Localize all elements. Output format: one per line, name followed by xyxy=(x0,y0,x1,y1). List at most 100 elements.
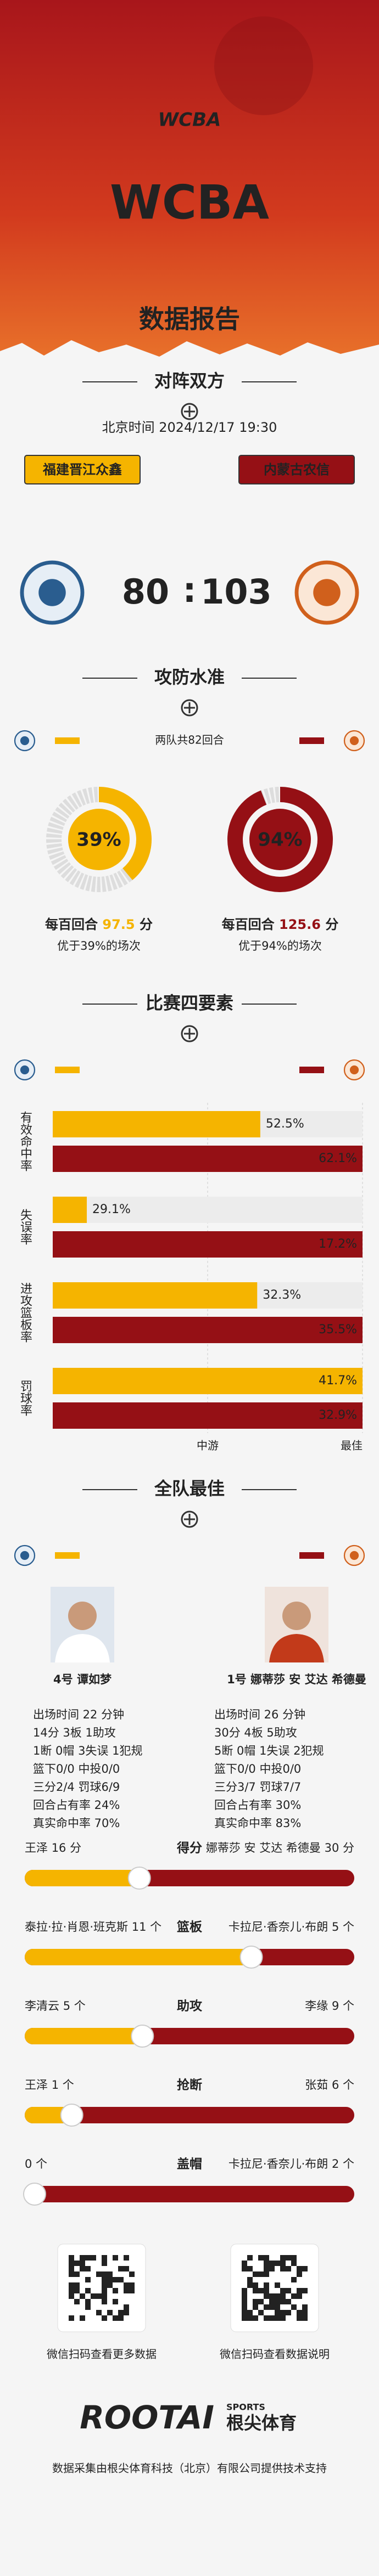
qr-module xyxy=(74,2299,80,2304)
leader-home-value: 0 个 xyxy=(25,2157,47,2171)
title: WCBA xyxy=(110,175,270,230)
match-time: 北京时间 2024/12/17 19:30 xyxy=(102,420,277,435)
player-stat: 三分2/4 罚球6/9 xyxy=(33,1780,120,1794)
player-body xyxy=(269,1634,324,1662)
leader-away: 李缘 9 个 xyxy=(305,1999,354,2013)
qr-module xyxy=(280,2266,286,2271)
qr-module xyxy=(269,2293,275,2299)
leader-home: 泰拉·拉·肖恩·班克斯 11 个 xyxy=(25,1920,161,1934)
leader-knob xyxy=(239,1946,263,1969)
qr-module xyxy=(85,2299,91,2304)
leader-away-player: 张茹 xyxy=(305,2078,328,2092)
qr-module xyxy=(247,2315,253,2321)
qr-module xyxy=(286,2299,291,2304)
qr-module xyxy=(69,2266,74,2271)
qr-module xyxy=(280,2261,286,2266)
leader-knob xyxy=(127,1867,151,1890)
qr-module xyxy=(102,2282,107,2288)
qr-module xyxy=(107,2282,113,2288)
qr-module xyxy=(80,2266,85,2271)
leader-home: 王泽 1 个 xyxy=(25,2078,74,2092)
qr-module xyxy=(291,2293,297,2299)
logo-inner xyxy=(349,1551,359,1560)
qr-module xyxy=(253,2271,258,2277)
qr-module xyxy=(280,2255,286,2261)
qr-caption: 微信扫码查看数据说明 xyxy=(220,2348,330,2361)
factor-value: 32.9% xyxy=(319,1408,357,1422)
factor-bar xyxy=(53,1402,363,1429)
leader-stat: 得分 xyxy=(176,1841,202,1856)
factor-bar xyxy=(53,1368,363,1394)
factor-value: 62.1% xyxy=(319,1152,357,1165)
player-name: 1号 娜蒂莎 安 艾达 希德曼 xyxy=(227,1673,366,1686)
qr-module xyxy=(102,2277,107,2282)
qr-module xyxy=(124,2266,129,2271)
qr-module xyxy=(297,2266,302,2271)
qr-module xyxy=(297,2315,302,2321)
rating-value: 97.5 xyxy=(102,917,135,932)
leader-away-player: 卡拉尼·香奈儿·布朗 xyxy=(228,1920,328,1934)
factor-bar xyxy=(53,1146,363,1172)
logo-inner xyxy=(20,1551,30,1560)
home-score: 80 xyxy=(122,572,169,612)
qr-module xyxy=(69,2315,74,2321)
qr-module xyxy=(275,2310,280,2315)
leader-home: 0 个 xyxy=(25,2157,47,2171)
factor-name: 进攻篮板率 xyxy=(18,1282,32,1343)
qr-module xyxy=(113,2255,118,2261)
heading-icon-mark xyxy=(184,702,195,713)
qr-module xyxy=(69,2288,74,2293)
qr-module xyxy=(264,2293,269,2299)
qr-module xyxy=(247,2310,253,2315)
leader-home-player: 王泽 xyxy=(25,2078,48,2092)
qr-module xyxy=(280,2315,286,2321)
player-head xyxy=(68,1602,97,1630)
leader-knob xyxy=(23,2183,46,2206)
qr-module xyxy=(69,2271,74,2277)
qr-module xyxy=(118,2310,124,2315)
qr-module xyxy=(242,2315,247,2321)
qr-module xyxy=(280,2299,286,2304)
player-stat: 14分 3板 1助攻 xyxy=(33,1726,116,1739)
player-stat: 真实命中率 83% xyxy=(214,1817,301,1830)
qr-module xyxy=(269,2315,275,2321)
qr-module xyxy=(253,2299,258,2304)
leader-away-value: 30 分 xyxy=(325,1841,354,1855)
factor-value: 17.2% xyxy=(319,1237,357,1251)
leader-away-player: 李缘 xyxy=(305,1999,328,2013)
qr-module xyxy=(129,2288,135,2293)
heading-icon xyxy=(181,699,198,717)
qr-module xyxy=(113,2288,118,2293)
qr-module xyxy=(291,2261,297,2266)
logo-inner xyxy=(38,579,66,606)
leader-away-value: 9 个 xyxy=(332,1999,354,2013)
qr-module xyxy=(291,2277,297,2282)
factor-bar xyxy=(53,1282,258,1309)
heading-icon-mark xyxy=(184,1514,195,1525)
leader-away-player: 卡拉尼·香奈儿·布朗 xyxy=(228,2157,328,2171)
heading-icon xyxy=(181,403,198,420)
qr-module xyxy=(258,2255,264,2261)
logo-inner xyxy=(20,736,30,746)
brand-tag: SPORTS xyxy=(226,2402,265,2412)
leader-away: 娜蒂莎 安 艾达 希德曼 30 分 xyxy=(206,1841,354,1855)
section-heading: 比赛四要素 xyxy=(146,993,233,1013)
heading-icon-mark xyxy=(184,406,195,417)
rating-prefix: 每百回合 xyxy=(45,917,98,932)
leader-home-value: 5 个 xyxy=(63,1999,86,2013)
leader-home-bar xyxy=(25,2107,72,2123)
qr-module xyxy=(242,2266,247,2271)
qr-module xyxy=(74,2271,80,2277)
leader-home: 王泽 16 分 xyxy=(25,1841,81,1855)
qr-module xyxy=(124,2304,129,2310)
away-color-key xyxy=(299,1552,324,1559)
player-stat: 篮下0/0 中投0/0 xyxy=(33,1762,120,1775)
brand: ROOTAI xyxy=(80,2399,214,2436)
factor-bar xyxy=(53,1111,260,1137)
brand-cn: 根尖体育 xyxy=(226,2412,297,2433)
qr-module xyxy=(253,2288,258,2293)
qr-module xyxy=(275,2299,280,2304)
score-separator: : xyxy=(183,570,197,610)
leader-away-player: 娜蒂莎 安 艾达 希德曼 xyxy=(206,1841,321,1855)
